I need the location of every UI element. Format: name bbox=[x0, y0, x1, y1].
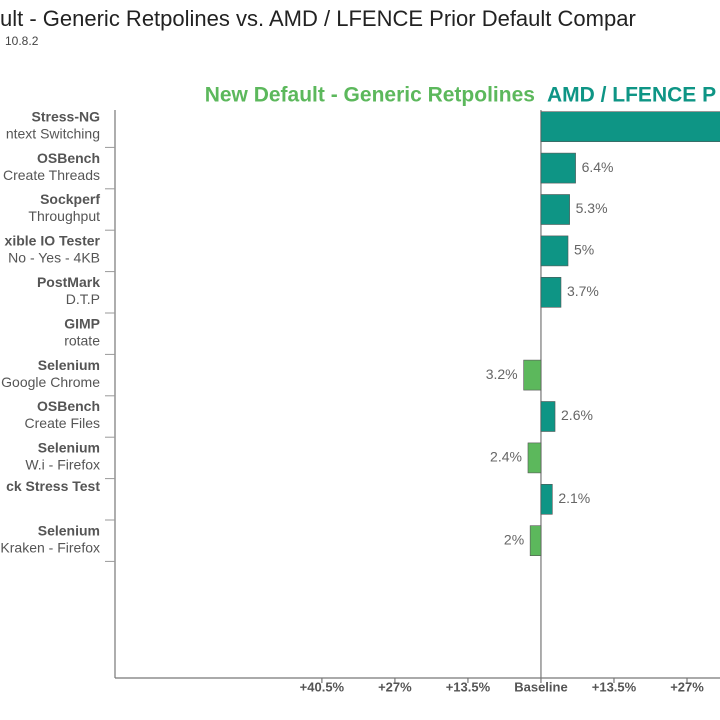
bar bbox=[529, 525, 542, 557]
category-label: GIMP bbox=[64, 315, 100, 331]
x-tick-label: +27% bbox=[670, 679, 704, 694]
category-sublabel: Create Files bbox=[25, 415, 100, 431]
x-tick-label: +13.5% bbox=[446, 679, 491, 694]
category-sublabel: Create Threads bbox=[3, 167, 100, 183]
value-label: 5% bbox=[574, 242, 594, 258]
legend-entry: New Default - Generic Retpolines bbox=[205, 84, 535, 107]
category-label: Selenium bbox=[38, 522, 100, 538]
bar bbox=[523, 359, 542, 391]
category-sublabel: Google Chrome bbox=[1, 374, 100, 390]
bar bbox=[540, 194, 570, 225]
value-label: 2.1% bbox=[558, 490, 590, 506]
bar bbox=[540, 152, 576, 184]
x-tick-label: +13.5% bbox=[592, 679, 637, 694]
value-label: 5.3% bbox=[576, 200, 608, 216]
category-sublabel: No - Yes - 4KB bbox=[8, 250, 100, 266]
x-tick-label: +40.5% bbox=[300, 679, 345, 694]
category-sublabel: D.T.P bbox=[66, 291, 100, 307]
category-sublabel: rotate bbox=[64, 332, 100, 348]
bar bbox=[527, 442, 542, 474]
chart-subtitle: 10.8.2 bbox=[5, 34, 39, 48]
bar bbox=[540, 235, 569, 267]
x-tick-label: Baseline bbox=[514, 679, 567, 694]
chart-title: ult - Generic Retpolines vs. AMD / LFENC… bbox=[0, 6, 636, 31]
category-label: OSBench bbox=[37, 150, 100, 166]
bar bbox=[540, 483, 553, 515]
category-sublabel: Throughput bbox=[28, 208, 100, 224]
category-label: xible IO Tester bbox=[5, 233, 101, 249]
bar bbox=[540, 276, 562, 308]
value-label: 3.7% bbox=[567, 283, 599, 299]
bar bbox=[540, 111, 720, 142]
category-sublabel: ntext Switching bbox=[6, 125, 100, 141]
value-label: 2.4% bbox=[490, 449, 522, 465]
value-label: 3.2% bbox=[486, 366, 518, 382]
category-label: Sockperf bbox=[40, 191, 100, 207]
category-sublabel: W.i - Firefox bbox=[25, 457, 100, 473]
category-sublabel: Kraken - Firefox bbox=[0, 539, 100, 555]
category-label: Selenium bbox=[38, 440, 100, 456]
category-label: Selenium bbox=[38, 357, 100, 373]
legend-entry: AMD / LFENCE P bbox=[547, 84, 716, 107]
value-label: 2% bbox=[504, 531, 524, 547]
category-label: PostMark bbox=[37, 274, 100, 290]
category-label: ck Stress Test bbox=[6, 478, 100, 494]
value-label: 2.6% bbox=[561, 407, 593, 423]
value-label: 6.4% bbox=[582, 159, 614, 175]
category-label: Stress-NG bbox=[32, 108, 101, 124]
bar bbox=[540, 401, 556, 432]
category-label: OSBench bbox=[37, 398, 100, 414]
x-tick-label: +27% bbox=[378, 679, 412, 694]
